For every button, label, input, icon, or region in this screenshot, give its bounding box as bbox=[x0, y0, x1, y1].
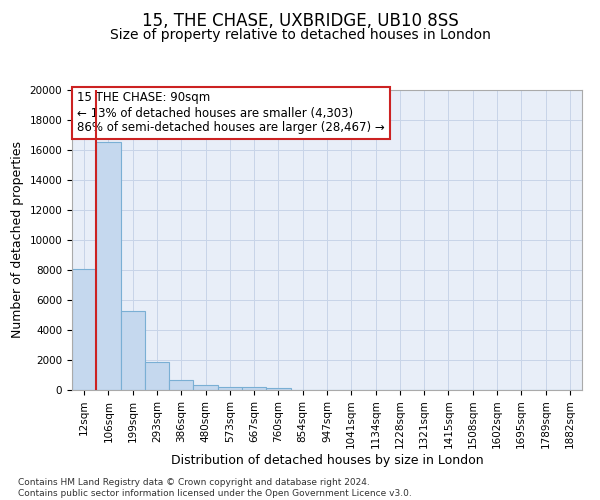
Bar bbox=[72, 268, 96, 390]
Text: Size of property relative to detached houses in London: Size of property relative to detached ho… bbox=[110, 28, 490, 42]
Bar bbox=[266, 388, 290, 390]
Bar bbox=[242, 388, 266, 390]
Text: 15 THE CHASE: 90sqm
← 13% of detached houses are smaller (4,303)
86% of semi-det: 15 THE CHASE: 90sqm ← 13% of detached ho… bbox=[77, 92, 385, 134]
Bar bbox=[218, 387, 242, 390]
Bar bbox=[145, 362, 169, 390]
Text: Contains HM Land Registry data © Crown copyright and database right 2024.
Contai: Contains HM Land Registry data © Crown c… bbox=[18, 478, 412, 498]
Bar bbox=[169, 380, 193, 390]
X-axis label: Distribution of detached houses by size in London: Distribution of detached houses by size … bbox=[170, 454, 484, 467]
Bar bbox=[121, 310, 145, 390]
Bar bbox=[96, 142, 121, 390]
Y-axis label: Number of detached properties: Number of detached properties bbox=[11, 142, 24, 338]
Bar bbox=[193, 385, 218, 390]
Text: 15, THE CHASE, UXBRIDGE, UB10 8SS: 15, THE CHASE, UXBRIDGE, UB10 8SS bbox=[142, 12, 458, 30]
